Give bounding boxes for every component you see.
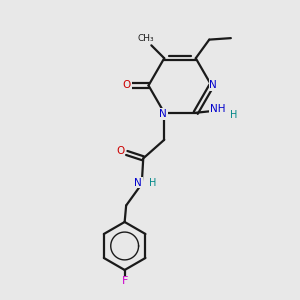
Text: NH: NH	[210, 104, 225, 115]
Text: O: O	[117, 146, 125, 157]
Text: H: H	[230, 110, 238, 120]
Text: CH₃: CH₃	[137, 34, 154, 43]
Text: O: O	[123, 80, 131, 91]
Text: N: N	[134, 178, 142, 188]
Text: H: H	[148, 178, 156, 188]
Text: N: N	[159, 109, 167, 119]
Text: N: N	[209, 80, 217, 90]
Text: F: F	[122, 276, 128, 286]
